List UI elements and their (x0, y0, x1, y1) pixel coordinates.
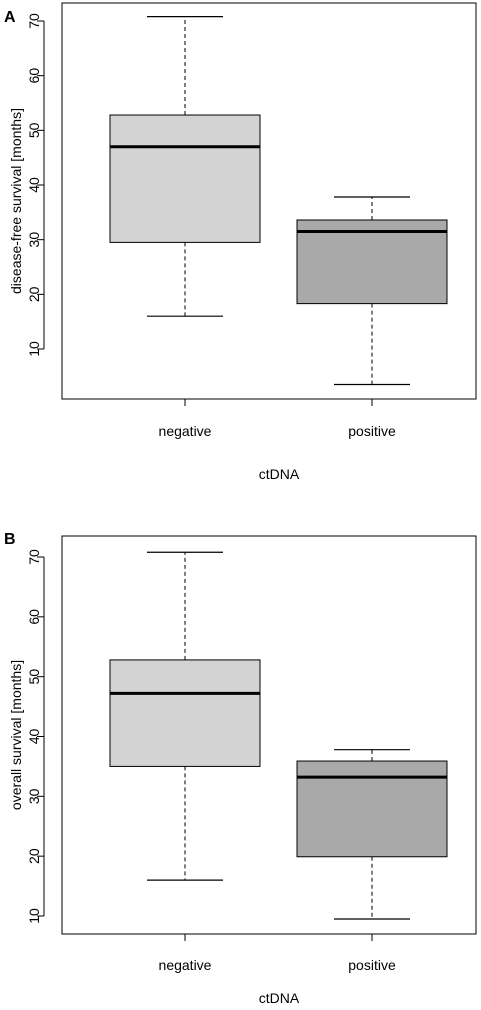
x-axis-title: ctDNA (259, 466, 300, 482)
box-positive (296, 196, 448, 386)
x-axis: negative positive (159, 399, 396, 439)
x-tick-label: positive (348, 423, 396, 439)
y-axis: 10 20 30 40 50 60 70 (26, 13, 45, 357)
y-tick-label: 20 (26, 848, 42, 864)
x-axis-title: ctDNA (259, 990, 300, 1006)
y-tick-label: 10 (26, 341, 42, 357)
box-series (109, 16, 448, 386)
y-axis-title: disease-free survival [months] (8, 108, 24, 294)
y-tick-label: 70 (26, 13, 42, 29)
x-tick-label: negative (159, 957, 212, 973)
y-tick-label: 40 (26, 729, 42, 745)
x-axis: negative positive (159, 934, 396, 973)
y-tick-label: 20 (26, 286, 42, 302)
panel-b: B 10 20 30 40 50 60 70 negative positive overal… (4, 531, 477, 1006)
iqr-box (296, 760, 448, 858)
iqr-box (109, 659, 261, 767)
x-tick-label: positive (348, 957, 396, 973)
iqr-box (109, 114, 261, 243)
iqr-box (296, 219, 448, 305)
y-tick-label: 10 (26, 908, 42, 924)
y-tick-label: 30 (26, 788, 42, 804)
y-axis-title: overall survival [months] (8, 660, 24, 810)
x-tick-label: negative (159, 423, 212, 439)
y-tick-label: 50 (26, 122, 42, 138)
y-tick-label: 30 (26, 232, 42, 248)
panel-label: B (4, 531, 16, 548)
box-negative (109, 16, 261, 317)
y-tick-label: 40 (26, 177, 42, 193)
box-series (109, 551, 448, 920)
box-negative (109, 551, 261, 881)
y-axis: 10 20 30 40 50 60 70 (26, 549, 45, 924)
y-tick-label: 50 (26, 669, 42, 685)
y-tick-label: 70 (26, 549, 42, 565)
y-tick-label: 60 (26, 609, 42, 625)
y-tick-label: 60 (26, 68, 42, 84)
box-positive (296, 749, 448, 920)
panel-a: A 10 20 30 40 50 60 70 negative positive diseas… (4, 2, 477, 482)
plot-frame (61, 535, 477, 935)
panel-label: A (4, 9, 16, 26)
plot-frame (61, 2, 477, 400)
